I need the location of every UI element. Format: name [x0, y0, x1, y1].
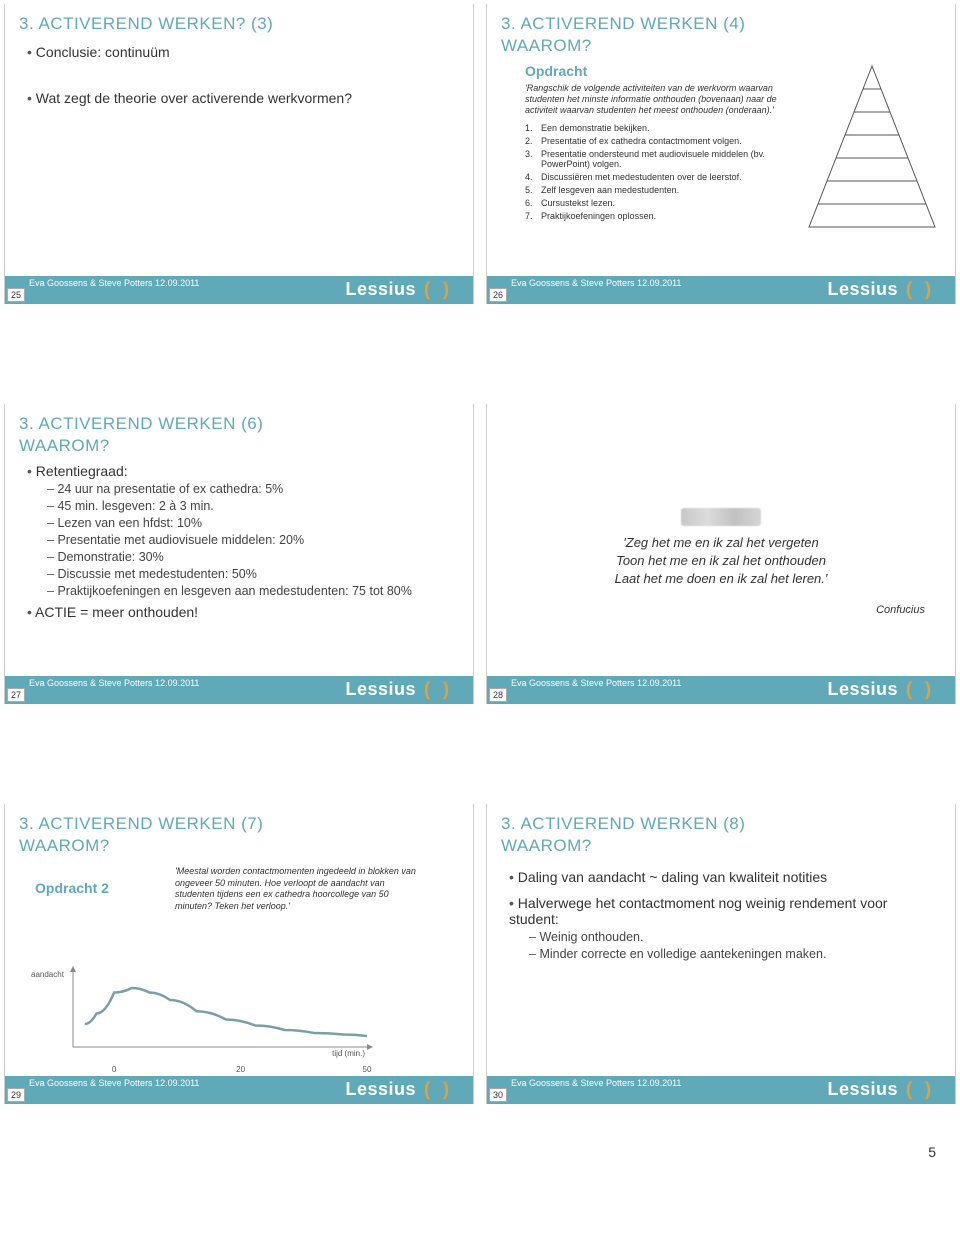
credit: Eva Goossens & Steve Potters 12.09.2011: [29, 678, 199, 688]
slide-title: 3. ACTIVEREND WERKEN (7): [19, 814, 459, 834]
logo-text: Lessius: [345, 1079, 416, 1100]
sub-bullet: Minder correcte en volledige aantekening…: [529, 947, 941, 961]
list-item: 2.Presentatie of ex cathedra contactmome…: [525, 136, 805, 146]
slide-footer: 27 Eva Goossens & Steve Potters 12.09.20…: [5, 676, 473, 704]
logo-braces-icon: ( ): [424, 279, 453, 300]
quote-line: Toon het me en ik zal het onthouden: [487, 552, 955, 570]
slide-subtitle: WAAROM?: [19, 836, 459, 856]
slide-subtitle: WAAROM?: [19, 436, 459, 456]
sub-bullet: Discussie met medestudenten: 50%: [47, 567, 459, 581]
bullet: Wat zegt de theorie over activerende wer…: [27, 90, 459, 106]
credit: Eva Goossens & Steve Potters 12.09.2011: [29, 1078, 199, 1088]
quote: 'Zeg het me en ik zal het vergeten Toon …: [487, 534, 955, 589]
pyramid-diagram: [807, 64, 937, 229]
attention-chart: aandacht tijd (min.) 02050: [25, 964, 375, 1074]
quote-line: Laat het me doen en ik zal het leren.': [487, 570, 955, 588]
xtick-label: 0: [112, 1065, 116, 1074]
slide-29: 3. ACTIVEREND WERKEN (7) WAAROM? Opdrach…: [4, 804, 474, 1104]
logo: Lessius ( ): [827, 279, 935, 300]
logo: Lessius ( ): [345, 1079, 453, 1100]
credit: Eva Goossens & Steve Potters 12.09.2011: [511, 678, 681, 688]
logo: Lessius ( ): [345, 279, 453, 300]
logo-text: Lessius: [827, 279, 898, 300]
slide-subtitle: WAAROM?: [501, 36, 941, 56]
list-item: 6.Cursustekst lezen.: [525, 198, 805, 208]
logo-braces-icon: ( ): [906, 279, 935, 300]
slide-30: 3. ACTIVEREND WERKEN (8) WAAROM? Daling …: [486, 804, 956, 1104]
ordered-list: 1.Een demonstratie bekijken. 2.Presentati…: [525, 123, 805, 221]
slide-number: 26: [489, 288, 507, 302]
slide-25: 3. ACTIVEREND WERKEN? (3) Conclusie: con…: [4, 4, 474, 304]
logo: Lessius ( ): [827, 679, 935, 700]
logo: Lessius ( ): [345, 679, 453, 700]
slide-title: 3. ACTIVEREND WERKEN (6): [19, 414, 459, 434]
slide-footer: 29 Eva Goossens & Steve Potters 12.09.20…: [5, 1076, 473, 1104]
slide-28: 'Zeg het me en ik zal het vergeten Toon …: [486, 404, 956, 704]
sub-bullet: Praktijkoefeningen en lesgeven aan medes…: [47, 584, 459, 598]
credit: Eva Goossens & Steve Potters 12.09.2011: [511, 1078, 681, 1088]
bullet: Halverwege het contactmoment nog weinig …: [509, 895, 941, 927]
opdracht-text: 'Meestal worden contactmomenten ingedeel…: [175, 866, 425, 913]
slide-footer: 25 Eva Goossens & Steve Potters 12.09.20…: [5, 276, 473, 304]
sub-bullet: Demonstratie: 30%: [47, 550, 459, 564]
quote-line: 'Zeg het me en ik zal het vergeten: [487, 534, 955, 552]
page-number: 5: [4, 1104, 956, 1170]
list-item: 1.Een demonstratie bekijken.: [525, 123, 805, 133]
bullet: ACTIE = meer onthouden!: [27, 604, 459, 620]
slide-27: 3. ACTIVEREND WERKEN (6) WAAROM? Retenti…: [4, 404, 474, 704]
logo-braces-icon: ( ): [424, 1079, 453, 1100]
slide-title: 3. ACTIVEREND WERKEN (8): [501, 814, 941, 834]
slide-footer: 30 Eva Goossens & Steve Potters 12.09.20…: [487, 1076, 955, 1104]
logo-braces-icon: ( ): [906, 1079, 935, 1100]
quote-author: Confucius: [876, 604, 925, 616]
sub-bullet: 45 min. lesgeven: 2 à 3 min.: [47, 499, 459, 513]
credit: Eva Goossens & Steve Potters 12.09.2011: [511, 278, 681, 288]
bullet: Daling van aandacht ~ daling van kwalite…: [509, 869, 941, 885]
slide-number: 25: [7, 288, 25, 302]
slide-number: 28: [489, 688, 507, 702]
logo-text: Lessius: [827, 679, 898, 700]
sub-bullet: Presentatie met audiovisuele middelen: 2…: [47, 533, 459, 547]
logo-text: Lessius: [345, 279, 416, 300]
slide-footer: 26 Eva Goossens & Steve Potters 12.09.20…: [487, 276, 955, 304]
sub-bullet: Weinig onthouden.: [529, 930, 941, 944]
bullet: Retentiegraad:: [27, 463, 459, 479]
list-item: 7.Praktijkoefeningen oplossen.: [525, 211, 805, 221]
slide-title: 3. ACTIVEREND WERKEN (4): [501, 14, 941, 34]
logo-braces-icon: ( ): [424, 679, 453, 700]
logo-text: Lessius: [345, 679, 416, 700]
opdracht-text: 'Rangschik de volgende activiteiten van …: [525, 83, 805, 117]
sub-bullet: Lezen van een hfdst: 10%: [47, 516, 459, 530]
list-item: 4.Discussiëren met medestudenten over de…: [525, 172, 805, 182]
slide-footer: 28 Eva Goossens & Steve Potters 12.09.20…: [487, 676, 955, 704]
xtick-label: 20: [236, 1065, 245, 1074]
slide-number: 27: [7, 688, 25, 702]
xtick-label: 50: [363, 1065, 372, 1074]
slide-number: 29: [7, 1088, 25, 1102]
bullet: Conclusie: continuüm: [27, 44, 459, 60]
slide-number: 30: [489, 1088, 507, 1102]
logo: Lessius ( ): [827, 1079, 935, 1100]
decorative-image: [681, 508, 761, 526]
slide-title: 3. ACTIVEREND WERKEN? (3): [19, 14, 459, 34]
slide-subtitle: WAAROM?: [501, 836, 941, 856]
opdracht-label: Opdracht 2: [35, 880, 109, 896]
credit: Eva Goossens & Steve Potters 12.09.2011: [29, 278, 199, 288]
list-item: 5.Zelf lesgeven aan medestudenten.: [525, 185, 805, 195]
sub-bullet: 24 uur na presentatie of ex cathedra: 5%: [47, 482, 459, 496]
logo-text: Lessius: [827, 1079, 898, 1100]
slide-26: 3. ACTIVEREND WERKEN (4) WAAROM? Opdrach…: [486, 4, 956, 304]
list-item: 3.Presentatie ondersteund met audiovisue…: [525, 149, 805, 169]
slide-grid: 3. ACTIVEREND WERKEN? (3) Conclusie: con…: [4, 4, 956, 1104]
logo-braces-icon: ( ): [906, 679, 935, 700]
